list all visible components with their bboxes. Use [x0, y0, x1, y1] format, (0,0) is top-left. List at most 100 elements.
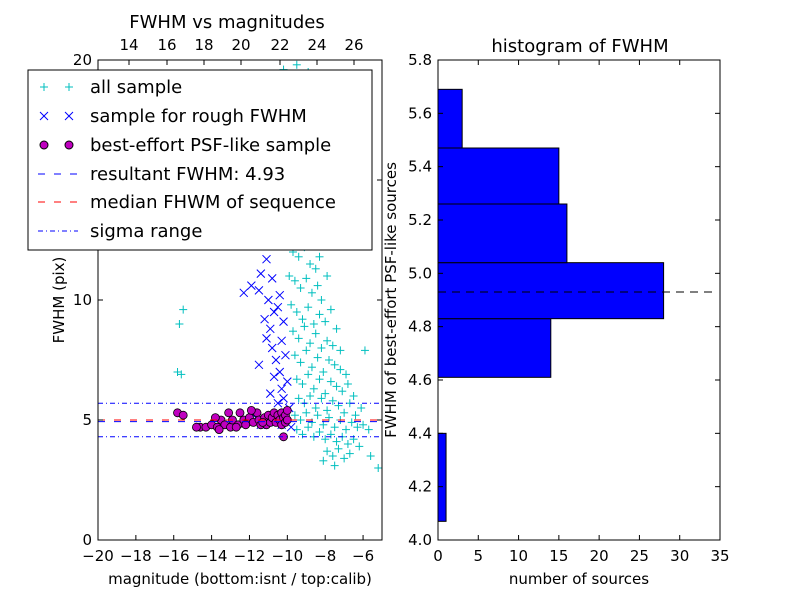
- all-sample-point: [287, 300, 296, 309]
- cross-b: [271, 355, 281, 365]
- y-tick-label: 5.6: [408, 104, 432, 122]
- legend-item-all-sample: all sample: [40, 77, 182, 98]
- cross-b: [269, 307, 279, 317]
- all-sample-point: [328, 396, 337, 405]
- psf-sample-point: [241, 420, 251, 430]
- all-sample-point: [315, 252, 324, 261]
- psf-sample-point: [214, 425, 224, 435]
- legend-item-resultant-fwhm: resultant FWHM: 4.93: [38, 164, 285, 185]
- x-tick-label: 35: [710, 547, 729, 565]
- all-sample-point: [342, 425, 351, 434]
- cross-b: [265, 389, 275, 398]
- cross-b: [262, 334, 271, 343]
- histogram-bar: [437, 318, 552, 378]
- all-sample-point: [302, 346, 311, 355]
- left-x-axis-label: magnitude (bottom:isnt / top:calib): [108, 570, 372, 588]
- cross-b: [273, 398, 283, 408]
- all-sample-point: [343, 440, 352, 448]
- x-tick-label: 20: [590, 547, 609, 565]
- all-sample-point: [306, 392, 315, 400]
- all-sample-point: [328, 452, 337, 460]
- all-sample-point: [311, 404, 320, 412]
- all-sample-point: [332, 324, 341, 333]
- top-tick-label: 14: [119, 36, 138, 54]
- rough-sample-point: [262, 334, 271, 343]
- all-sample-point: [177, 370, 186, 379]
- rough-sample-point: [247, 281, 256, 290]
- all-sample-point: [307, 288, 316, 297]
- all-sample-point: [321, 389, 330, 398]
- psf-sample-point: [235, 408, 245, 418]
- legend: all sample sample for rough FWHM best-ef…: [27, 69, 373, 251]
- y-tick-label: 5.8: [408, 51, 432, 69]
- all-sample-point: [306, 339, 315, 348]
- all-sample-point: [347, 418, 356, 427]
- all-sample-point: [290, 276, 299, 285]
- all-sample-point: [328, 341, 337, 350]
- x-tick-label: −10: [272, 547, 304, 565]
- rough-sample-point: [271, 355, 281, 365]
- rough-sample-point: [273, 398, 283, 408]
- all-sample-point: [332, 437, 341, 446]
- all-sample-point: [330, 360, 339, 369]
- all-sample-point: [317, 296, 326, 304]
- cross-b: [282, 377, 292, 386]
- all-sample-point: [323, 447, 332, 456]
- x-tick-label: 10: [509, 547, 528, 565]
- all-sample-point: [366, 452, 375, 460]
- rough-sample-point: [254, 286, 264, 295]
- rough-sample-point: [254, 360, 264, 370]
- cross-b: [262, 254, 271, 264]
- rough-sample-point: [262, 254, 271, 264]
- rough-sample-point: [267, 343, 277, 353]
- x-tick-label: −14: [196, 547, 228, 565]
- y-tick-label: 5: [82, 411, 92, 429]
- cross-b: [267, 274, 277, 283]
- all-sample-point: [334, 444, 343, 453]
- all-sample-point: [292, 375, 301, 384]
- all-sample-point: [298, 315, 307, 324]
- legend-label-resultant-fwhm: resultant FWHM: 4.93: [90, 164, 285, 185]
- legend-label-psf-like: best-effort PSF-like sample: [90, 135, 331, 156]
- all-sample-point: [315, 375, 324, 384]
- cross-b: [281, 350, 290, 360]
- y-tick-label: 20: [73, 51, 92, 69]
- legend-box: [27, 69, 373, 251]
- x-tick-label: −6: [352, 547, 374, 565]
- cross-b: [286, 422, 296, 432]
- rough-sample-point: [277, 336, 287, 346]
- histogram-bar: [437, 88, 463, 149]
- rough-sample-point: [275, 367, 285, 377]
- all-sample-point: [317, 394, 326, 403]
- y-tick-label: 4.6: [408, 371, 432, 389]
- all-sample-point: [357, 404, 366, 412]
- all-sample-point: [324, 356, 333, 364]
- legend-item-median-fwhm: median FHWM of sequence: [38, 192, 336, 213]
- left-scatter-plot: FWHM vs magnitudes −20 −18 −16 −14 −12 −10 −8−…: [27, 12, 383, 588]
- all-sample-point: [306, 260, 315, 268]
- psf-sample-point: [282, 405, 292, 415]
- cross-b: [254, 360, 264, 370]
- legend-marker-plus-icon: [40, 83, 73, 91]
- rough-sample-point: [265, 389, 275, 398]
- all-sample-point: [311, 264, 320, 273]
- top-tick-label: 18: [194, 36, 213, 54]
- rough-sample-point: [275, 290, 285, 300]
- rough-sample-point: [279, 394, 288, 403]
- all-sample-point: [326, 305, 335, 314]
- all-sample-point: [330, 423, 339, 432]
- all-sample-point: [311, 329, 320, 338]
- rough-sample-point: [264, 295, 273, 305]
- all-sample-point: [355, 442, 364, 451]
- cross-b: [275, 290, 285, 300]
- all-sample-point: [296, 416, 305, 424]
- all-sample-point: [342, 370, 351, 379]
- all-sample-point: [343, 380, 352, 388]
- all-sample-point: [326, 377, 335, 386]
- y-tick-label: 4.8: [408, 318, 432, 336]
- all-sample-point: [317, 344, 326, 352]
- cross-b: [279, 394, 288, 403]
- all-sample-point: [307, 363, 316, 372]
- all-sample-point: [323, 272, 332, 280]
